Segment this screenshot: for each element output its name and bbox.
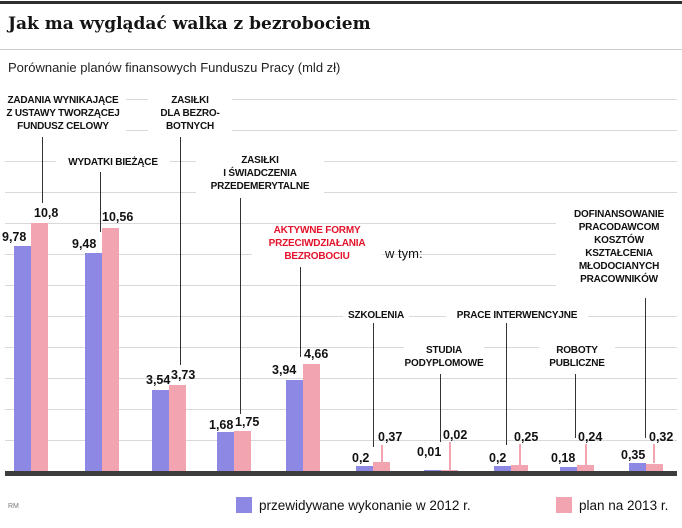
bar-2012	[494, 466, 511, 471]
bar-2013	[441, 470, 458, 471]
value-label-2013: 0,24	[578, 430, 603, 444]
legend-label-2012: przewidywane wykonanie w 2012 r.	[259, 497, 471, 513]
value-label-2012: 9,48	[72, 237, 97, 251]
value-label-2012: 0,2	[489, 451, 507, 465]
bar-2012	[85, 253, 102, 471]
category-label: DOFINANSOWANIE PRACODAWCOM KOSZTÓW KSZTA…	[556, 208, 682, 286]
value-label-2013: 0,37	[378, 430, 403, 444]
legend-label-2013: plan na 2013 r.	[579, 497, 669, 513]
value-label-2013: 0,02	[443, 428, 468, 442]
bar-2013	[31, 223, 48, 471]
source-credit: RM	[8, 503, 19, 510]
value-label-2013: 3,73	[171, 368, 196, 382]
callout-line	[100, 172, 101, 232]
title-divider	[0, 49, 682, 50]
leader-line-2013	[381, 445, 383, 462]
bar-2012	[560, 467, 577, 471]
category-label: SZKOLENIA	[343, 309, 409, 322]
bar-2013	[169, 385, 186, 471]
bar-2013	[646, 464, 663, 471]
bar-2013	[102, 228, 119, 471]
legend-item-2012: przewidywane wykonanie w 2012 r.	[236, 497, 471, 513]
callout-line	[373, 323, 374, 447]
value-label-2012: 9,78	[2, 230, 27, 244]
bar-2012	[14, 246, 31, 471]
value-label-2012: 0,01	[417, 445, 442, 459]
bar-2012	[356, 466, 373, 471]
leader-line-2013	[653, 444, 655, 463]
value-label-2013: 10,8	[34, 206, 59, 220]
value-label-2013: 0,32	[649, 430, 674, 444]
bar-2012	[152, 390, 169, 471]
category-label: ZASIŁKI I ŚWIADCZENIA PRZEDEMERYTALNE	[196, 154, 324, 193]
top-rule	[0, 1, 682, 4]
bar-2012	[629, 463, 646, 471]
value-label-2012: 0,18	[551, 451, 576, 465]
value-label-2012: 0,35	[621, 448, 646, 462]
callout-line	[180, 137, 181, 365]
bar-2012	[217, 432, 234, 471]
legend-swatch-2013	[556, 497, 572, 513]
value-label-2013: 1,75	[235, 415, 260, 429]
value-label-2013: 0,25	[514, 430, 539, 444]
bar-2013	[577, 465, 594, 471]
page-title: Jak ma wyglądać walka z bezrobociem	[8, 14, 371, 34]
callout-line	[645, 298, 646, 438]
callout-line	[506, 323, 507, 445]
category-label: WYDATKI BIEŻĄCE	[56, 156, 170, 169]
bar-2013	[373, 462, 390, 471]
callout-line	[300, 267, 301, 357]
value-label-2012: 3,54	[146, 373, 171, 387]
callout-line	[575, 374, 576, 438]
value-label-2013: 4,66	[304, 347, 329, 361]
w-tym-label: w tym:	[385, 246, 423, 261]
category-label: ZASIŁKI DLA BEZRO- BOTNYCH	[148, 94, 232, 133]
leader-line-2013	[585, 444, 587, 465]
bar-2013	[303, 364, 320, 471]
category-label: STUDIA PODYPLOMOWE	[404, 344, 484, 370]
leader-line-2013	[519, 444, 521, 465]
legend-item-2013: plan na 2013 r.	[556, 497, 668, 513]
bar-2013	[511, 465, 528, 471]
legend-swatch-2012	[236, 497, 252, 513]
category-label: ZADANIA WYNIKAJĄCE Z USTAWY TWORZĄCEJ FU…	[0, 94, 126, 133]
callout-line	[440, 374, 441, 442]
bar-2012	[424, 470, 441, 471]
x-axis-baseline	[5, 471, 677, 476]
chart-subtitle: Porównanie planów finansowych Funduszu P…	[8, 60, 341, 75]
value-label-2013: 10,56	[102, 210, 134, 224]
value-label-2012: 1,68	[209, 418, 234, 432]
category-label: PRACE INTERWENCYJNE	[446, 309, 588, 322]
value-label-2012: 0,2	[352, 451, 370, 465]
category-label-highlight: AKTYWNE FORMY PRZECIWDZIAŁANIA BEZROBOCI…	[252, 224, 382, 263]
value-label-2012: 3,94	[272, 363, 297, 377]
category-label: ROBOTY PUBLICZNE	[539, 344, 615, 370]
leader-line-2013	[449, 442, 451, 470]
bar-2013	[234, 431, 251, 471]
bar-2012	[286, 380, 303, 471]
callout-line	[240, 198, 241, 414]
callout-line	[42, 137, 43, 203]
